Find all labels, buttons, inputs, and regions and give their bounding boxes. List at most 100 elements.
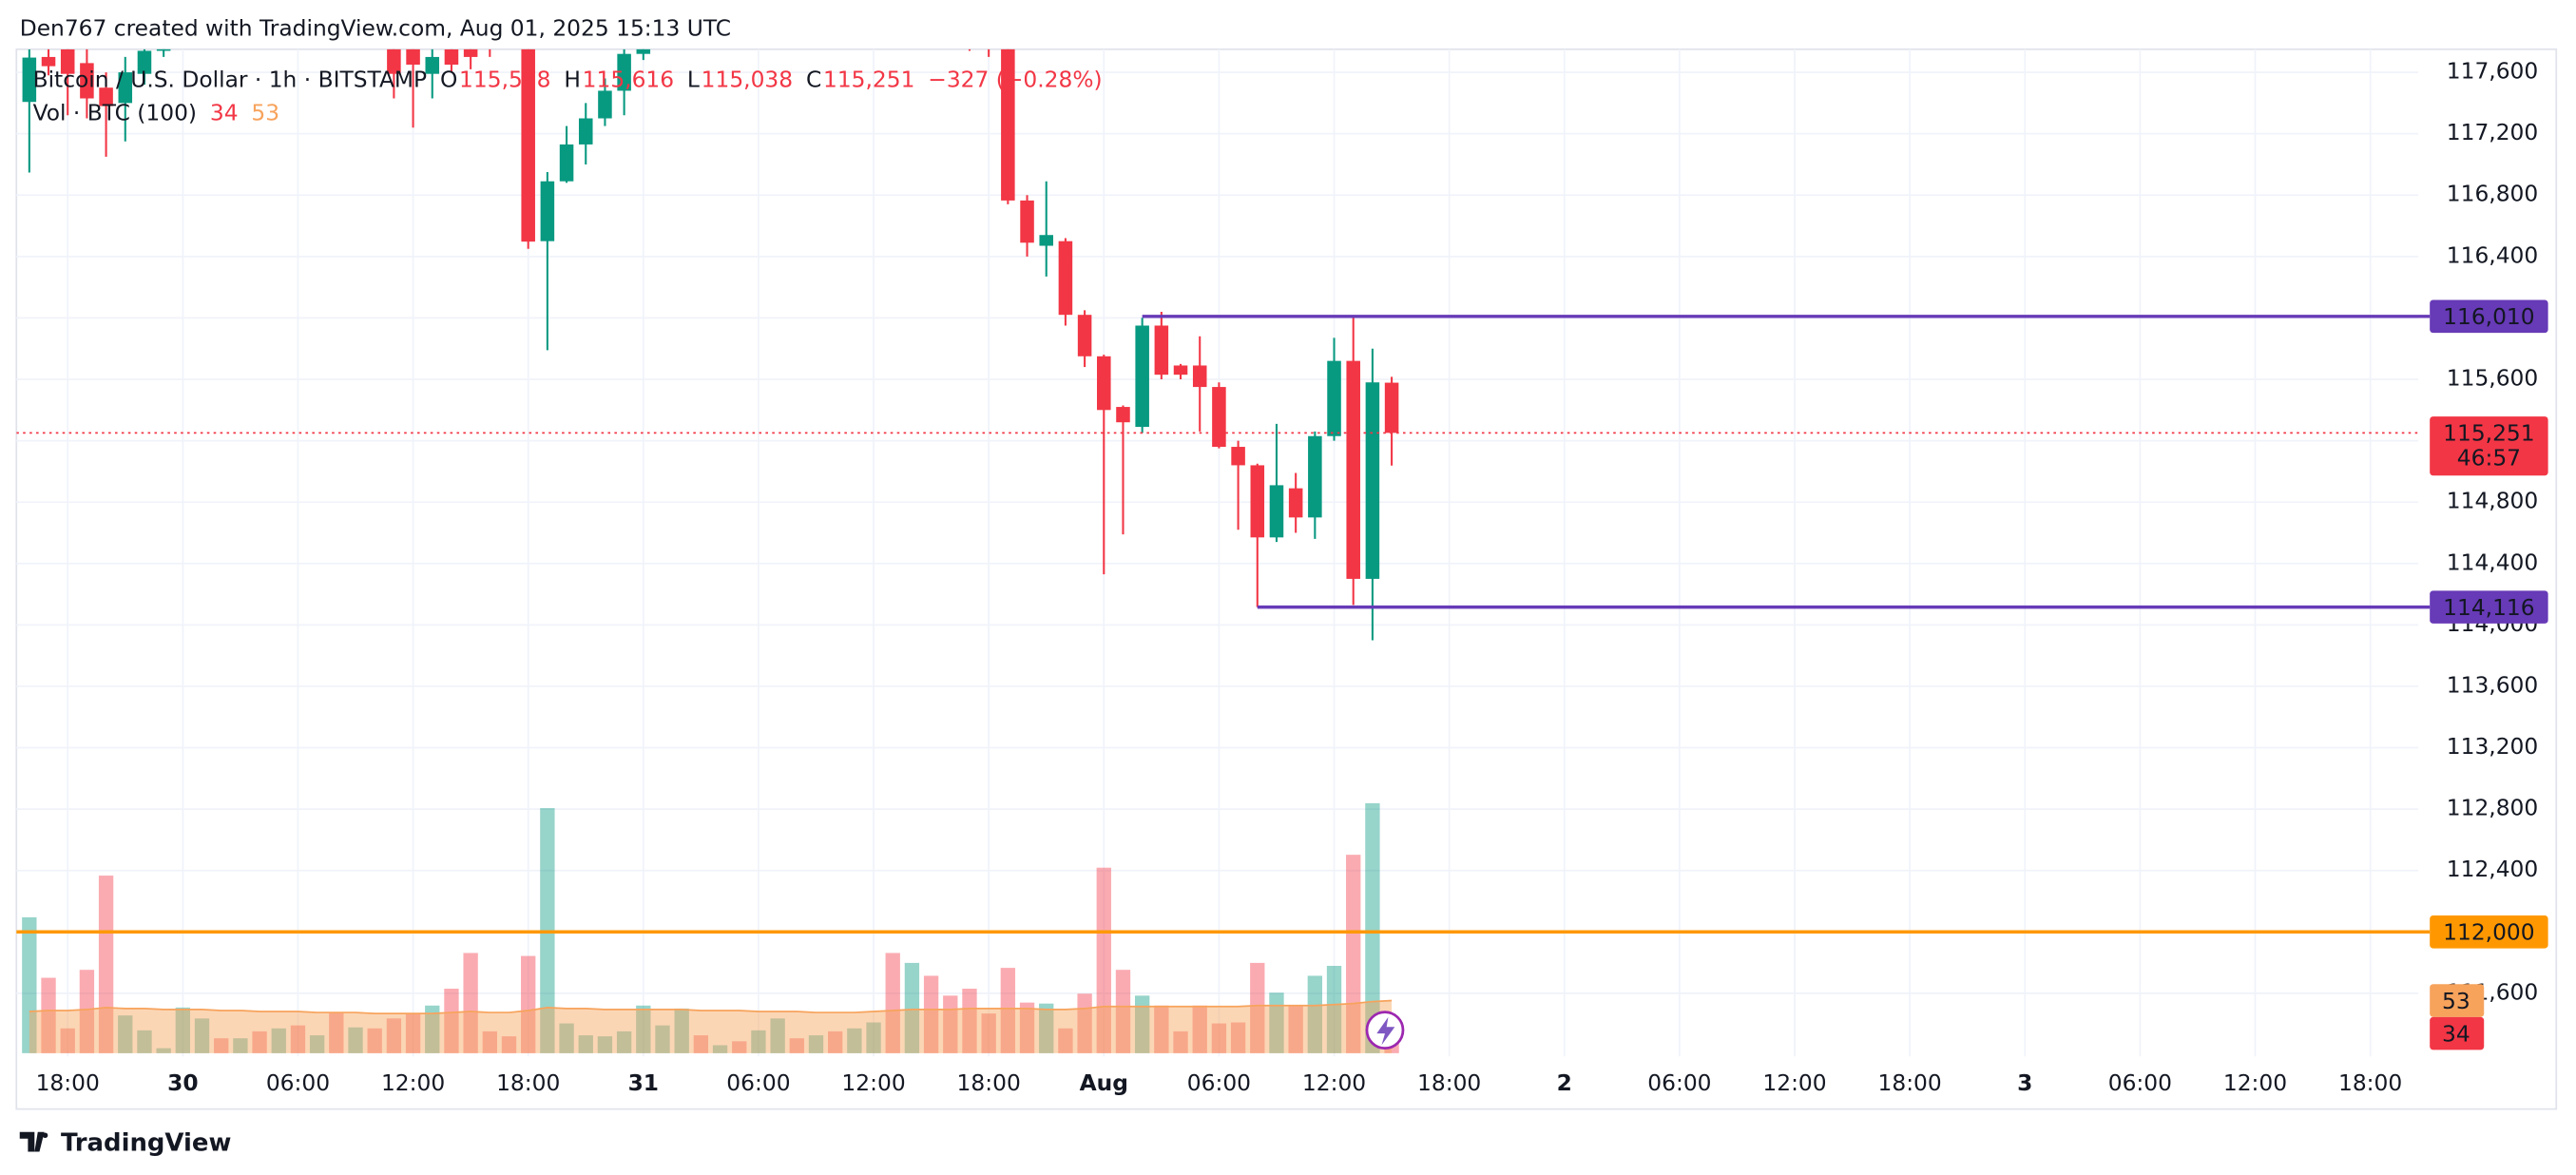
price-badge: [2430, 590, 2548, 624]
x-tick-label: 12:00: [2223, 1069, 2287, 1096]
volume-bar: [962, 989, 977, 1053]
volume-bar: [41, 977, 56, 1053]
legend-c-label: C: [806, 66, 821, 92]
candle-body: [1077, 315, 1092, 356]
x-tick-label: 12:00: [1762, 1069, 1826, 1096]
legend-symbol: Bitcoin / U.S. Dollar · 1h · BITSTAMP: [33, 66, 428, 92]
volume-bar: [789, 1038, 804, 1053]
legend-o-label: O: [440, 66, 457, 92]
y-tick-label: 116,400: [2447, 241, 2538, 268]
legend-volume-title: Vol · BTC (100): [33, 99, 197, 125]
legend-row: Vol · BTC (100) 34 53: [33, 99, 279, 125]
candle-body: [80, 63, 94, 99]
candle-body: [1269, 485, 1284, 538]
volume-bar: [1365, 802, 1380, 1053]
candle-body: [118, 72, 133, 104]
y-tick-label: 116,800: [2447, 181, 2538, 207]
volume-bar: [463, 953, 478, 1053]
candle-body: [99, 87, 113, 106]
volume-bar: [904, 962, 920, 1053]
y-tick-label: 115,600: [2447, 365, 2538, 392]
volume-bar: [885, 953, 900, 1053]
logo-watermark: [1365, 1011, 1405, 1050]
watermark-bolt: [1376, 1016, 1395, 1046]
candle-body: [137, 50, 152, 74]
volume-bar: [367, 1028, 382, 1053]
candle-body: [1154, 325, 1169, 376]
last-price-badge: [2430, 416, 2548, 476]
volume-badge-label: 34: [2442, 1020, 2470, 1047]
candle-body: [1327, 360, 1341, 436]
x-tick-label: 18:00: [1417, 1069, 1481, 1096]
volume-bar: [981, 1013, 996, 1053]
volume-bar: [1058, 1028, 1073, 1053]
x-tick-label: 12:00: [1302, 1069, 1366, 1096]
x-tick-label: 06:00: [726, 1069, 790, 1096]
candle-body: [156, 48, 171, 51]
volume-bar: [770, 1018, 785, 1053]
price-badge: [2430, 915, 2548, 949]
volume-bar: [290, 1025, 306, 1053]
volume-bar: [751, 1030, 766, 1053]
volume-bar: [444, 989, 459, 1053]
volume-ma-line: [29, 999, 1393, 1014]
volume-bar: [732, 1041, 747, 1053]
volume-ma-badge: [2430, 984, 2485, 1017]
legend-l-label: L: [687, 66, 700, 92]
candle-body: [521, 48, 535, 242]
candle-body: [1346, 360, 1360, 579]
legend-high: 115,616: [583, 66, 674, 92]
candle-body: [1097, 356, 1111, 411]
volume-ma-badge-label: 53: [2442, 988, 2470, 1014]
legend-close: 115,251: [823, 66, 914, 92]
candle-body: [1288, 488, 1303, 518]
countdown-label: 46:57: [2457, 445, 2521, 472]
volume-bar: [866, 1022, 881, 1053]
x-tick-label: 2: [1557, 1069, 1572, 1096]
volume-bar: [309, 1035, 325, 1053]
volume-bar: [1134, 995, 1150, 1053]
volume-bar: [1154, 1005, 1169, 1053]
candle-body: [60, 48, 75, 74]
candle-body: [1384, 382, 1399, 433]
price-badge-label: 114,116: [2443, 594, 2534, 621]
volume-bar: [693, 1035, 709, 1053]
volume-bar: [137, 1030, 152, 1053]
volume-bar: [655, 1025, 670, 1053]
legend-open: 115,578: [459, 66, 550, 92]
candle-body: [1135, 325, 1149, 428]
candle-body: [406, 48, 420, 65]
footer-brand: TradingView: [61, 1128, 232, 1157]
volume-bar: [923, 975, 939, 1053]
candle-body: [1212, 387, 1226, 448]
volume-bar: [1288, 1005, 1303, 1053]
x-tick-label: 06:00: [2108, 1069, 2172, 1096]
volume-bar: [271, 1028, 286, 1053]
x-tick-label: 18:00: [496, 1069, 560, 1096]
candle-body: [1116, 407, 1130, 423]
candle-body: [444, 48, 459, 65]
volume-bar: [348, 1027, 363, 1053]
frame: [15, 48, 2558, 1110]
volume-bar: [501, 1036, 517, 1053]
volume-bar: [386, 1018, 402, 1053]
volume-bar: [194, 1018, 210, 1053]
volume-bar: [712, 1045, 728, 1053]
candle-body: [1001, 48, 1015, 201]
y-tick-label: 113,600: [2447, 671, 2538, 698]
volume-bar: [616, 1031, 632, 1053]
last-price-label: 115,251: [2443, 420, 2534, 447]
volume-bar: [252, 1031, 267, 1053]
volume-bar: [1211, 1023, 1227, 1053]
x-tick-label: 18:00: [2338, 1069, 2402, 1096]
legend-change: −327 (−0.28%): [928, 66, 1102, 92]
candle-body: [41, 56, 56, 67]
volume-bar: [1307, 975, 1323, 1053]
candle-body: [1039, 235, 1053, 246]
volume-bar: [1192, 1005, 1207, 1053]
volume-bar: [1173, 1031, 1188, 1053]
volume-bar: [559, 1023, 574, 1053]
